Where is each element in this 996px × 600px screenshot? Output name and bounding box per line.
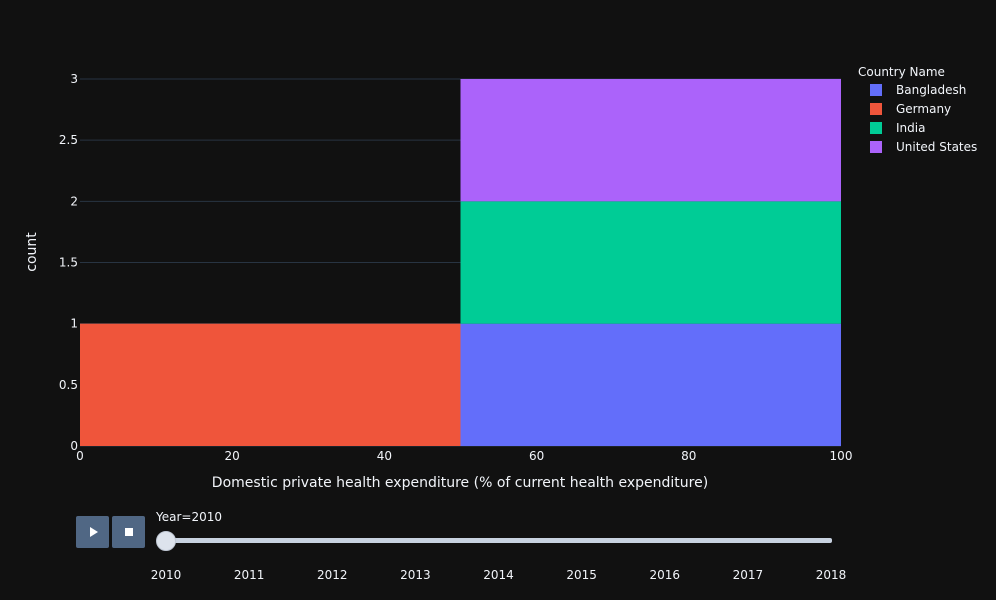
legend-item-label[interactable]: Bangladesh xyxy=(896,83,966,97)
y-tick-label: 0 xyxy=(70,439,78,453)
y-axis-title: count xyxy=(24,232,40,272)
bar-india[interactable] xyxy=(460,201,842,324)
slider-step-2013[interactable]: 2013 xyxy=(400,568,431,582)
slider-step-2014[interactable]: 2014 xyxy=(483,568,514,582)
slider-step-2017[interactable]: 2017 xyxy=(732,568,764,582)
bar-bangladesh[interactable] xyxy=(460,323,842,446)
y-axis-ticks: 0 0.5 1 1.5 2 2.5 3 xyxy=(59,72,78,453)
stop-button[interactable] xyxy=(112,516,145,548)
bars xyxy=(80,79,841,446)
stop-icon xyxy=(124,528,133,536)
x-axis-ticks: 0 20 40 60 80 100 xyxy=(76,449,852,463)
x-tick-label: 40 xyxy=(377,449,392,463)
y-tick-label: 0.5 xyxy=(59,378,78,392)
slider-step-2015[interactable]: 2015 xyxy=(566,568,597,582)
y-tick-label: 3 xyxy=(70,72,78,86)
play-icon xyxy=(89,527,98,537)
bar-united-states[interactable] xyxy=(460,79,842,202)
x-axis-title: Domestic private health expenditure (% o… xyxy=(212,475,708,491)
x-tick-label: 20 xyxy=(225,449,240,463)
slider-step-2011[interactable]: 2011 xyxy=(233,568,265,582)
slider-rail[interactable] xyxy=(166,538,832,543)
legend-swatch[interactable] xyxy=(870,122,882,134)
slider-current-label: Year=2010 xyxy=(156,510,222,524)
y-tick-label: 1.5 xyxy=(59,256,78,270)
slider-handle[interactable] xyxy=(156,531,176,551)
slider-step-2016[interactable]: 2016 xyxy=(649,568,681,582)
slider-step-2012[interactable]: 2012 xyxy=(316,568,348,582)
legend-swatch[interactable] xyxy=(870,84,882,96)
legend-item-label[interactable]: United States xyxy=(896,140,977,154)
legend-title: Country Name xyxy=(858,65,945,79)
slider-step-2010[interactable]: 2010 xyxy=(150,568,182,582)
legend: Country Name Bangladesh Germany India Unite… xyxy=(858,65,977,154)
legend-swatch[interactable] xyxy=(870,103,882,115)
y-tick-label: 1 xyxy=(70,317,78,331)
x-tick-label: 80 xyxy=(681,449,696,463)
bar-germany[interactable] xyxy=(80,323,461,446)
x-tick-label: 60 xyxy=(529,449,544,463)
x-tick-label: 100 xyxy=(830,449,853,463)
slider-step-2018[interactable]: 2018 xyxy=(815,568,847,582)
play-button[interactable] xyxy=(76,516,109,548)
y-tick-label: 2.5 xyxy=(59,133,78,147)
legend-item-label[interactable]: India xyxy=(896,121,925,135)
legend-swatch[interactable] xyxy=(870,141,882,153)
legend-item-label[interactable]: Germany xyxy=(896,102,951,116)
x-tick-label: 0 xyxy=(76,449,84,463)
y-tick-label: 2 xyxy=(70,194,78,208)
